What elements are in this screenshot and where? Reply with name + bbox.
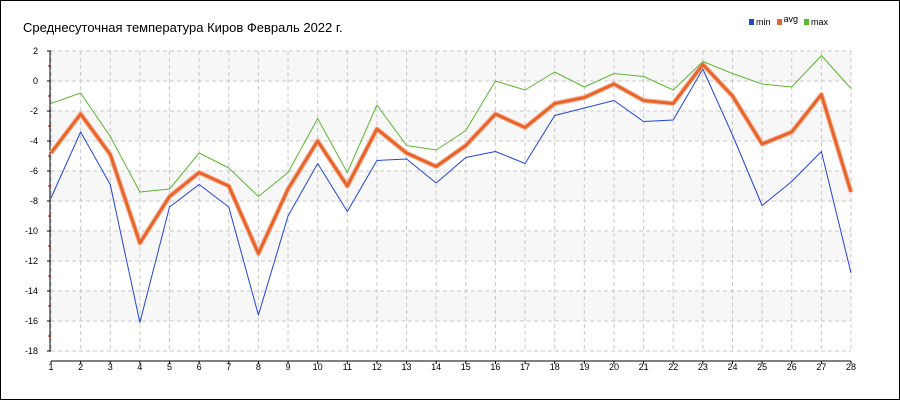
x-tick-label: 1: [48, 362, 53, 372]
x-tick-label: 6: [197, 362, 202, 372]
legend-swatch-max: [804, 19, 810, 25]
chart-title: Среднесуточная температура Киров Февраль…: [23, 20, 343, 35]
x-tick-label: 23: [698, 362, 708, 372]
grid-band: [51, 231, 851, 261]
x-tick-label: 14: [431, 362, 441, 372]
series-line-avg: [49, 63, 853, 255]
y-tick-label: -12: [25, 256, 38, 266]
y-tick-label: -18: [25, 346, 38, 356]
x-tick-label: 2: [78, 362, 83, 372]
legend-item-avg: avg: [776, 14, 799, 27]
grid-band: [51, 111, 851, 141]
x-tick-label: 27: [816, 362, 826, 372]
x-tick-label: 11: [343, 362, 352, 372]
y-tick-label: -14: [25, 286, 38, 296]
y-tick-label: -4: [30, 136, 38, 146]
x-tick-label: 7: [226, 362, 231, 372]
y-tick-label: 2: [33, 46, 38, 56]
x-tick-label: 15: [461, 362, 471, 372]
y-tick-label: -2: [30, 106, 38, 116]
x-tick-label: 22: [668, 362, 678, 372]
x-tick-label: 25: [757, 362, 767, 372]
grid-band: [51, 51, 851, 81]
x-tick-label: 5: [167, 362, 172, 372]
x-tick-label: 12: [372, 362, 382, 372]
y-tick-label: 0: [33, 76, 38, 86]
x-tick-label: 16: [490, 362, 500, 372]
x-tick-label: 10: [313, 362, 323, 372]
grid-band: [51, 291, 851, 321]
legend-label-min: min: [756, 17, 771, 27]
x-tick-label: 17: [520, 362, 530, 372]
series-line-max: [50, 55, 852, 197]
legend: min avg max: [749, 14, 828, 27]
series-line-min: [50, 68, 852, 323]
x-tick-label: 9: [286, 362, 291, 372]
legend-label-max: max: [811, 17, 829, 27]
y-tick-label: -16: [25, 316, 38, 326]
x-tick-label: 4: [137, 362, 142, 372]
legend-label-avg: avg: [783, 14, 799, 24]
x-tick-label: 20: [609, 362, 619, 372]
x-tick-label: 3: [108, 362, 113, 372]
y-tick-label: -6: [30, 166, 38, 176]
x-tick-label: 26: [787, 362, 797, 372]
legend-swatch-min: [749, 19, 754, 25]
y-tick-label: -10: [25, 226, 38, 236]
x-tick-label: 28: [846, 362, 856, 372]
x-tick-label: 13: [402, 362, 412, 372]
x-tick-label: 8: [256, 362, 261, 372]
legend-item-min: min: [749, 17, 771, 27]
legend-item-max: max: [804, 17, 828, 27]
x-tick-label: 19: [579, 362, 589, 372]
x-tick-label: 18: [550, 362, 560, 372]
y-tick-label: -8: [30, 196, 38, 206]
x-tick-label: 21: [639, 362, 649, 372]
x-tick-label: 24: [727, 362, 737, 372]
legend-swatch-avg: [776, 19, 782, 25]
